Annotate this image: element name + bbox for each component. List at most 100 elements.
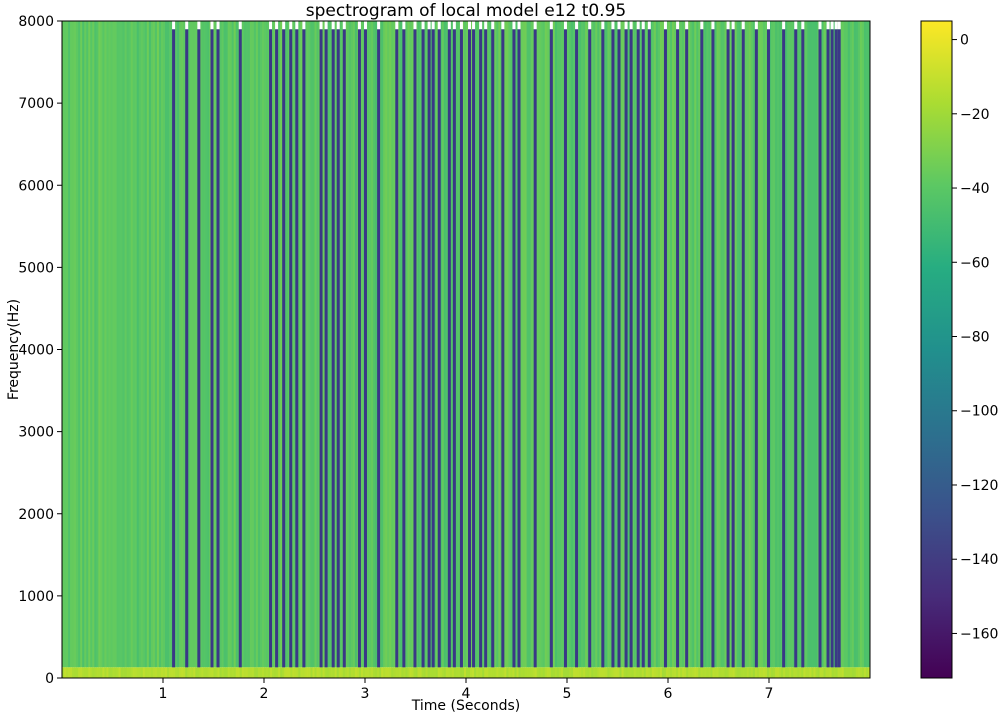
spectrogram-low-band-cell	[823, 667, 826, 678]
y-axis-label: Frequency(Hz)	[6, 299, 22, 400]
spectrogram-column	[405, 21, 408, 668]
spectrogram-low-band-cell	[365, 667, 368, 678]
spectrogram-low-band-cell	[758, 667, 762, 678]
spectrogram-column	[855, 21, 859, 668]
spectrogram-column	[419, 21, 422, 668]
spectrogram-low-band-cell	[797, 667, 800, 678]
colorbar-tick-label: −60	[960, 255, 990, 271]
spectrogram-low-band-cell	[237, 667, 241, 678]
spectrogram-column	[847, 21, 851, 668]
spectrogram-low-band-cell	[334, 667, 338, 678]
spectrogram-column	[439, 21, 443, 668]
spectrogram-column	[314, 21, 317, 668]
colorbar-tick-label: −120	[960, 478, 998, 494]
spectrogram-low-band-cell	[805, 667, 808, 678]
spectrogram-low-band-cell	[688, 667, 691, 678]
spectrogram-low-band-cell	[423, 667, 426, 678]
spectrogram-column	[599, 21, 602, 668]
silent-frame-gap	[837, 21, 841, 30]
spectrogram-low-band-cell	[197, 667, 200, 678]
spectrogram-low-band-cell	[540, 667, 544, 678]
spectrogram-column	[488, 21, 491, 668]
spectrogram-low-band-cell	[160, 667, 164, 678]
spectrogram-low-band-cell	[350, 667, 354, 678]
spectrogram-column	[201, 21, 204, 668]
silent-frame-stripe	[676, 29, 680, 668]
silent-frame-gap	[754, 21, 758, 30]
spectrogram-column	[383, 21, 386, 668]
spectrogram-low-band-cell	[795, 667, 798, 678]
spectrogram-low-band-cell	[779, 667, 782, 678]
spectrogram-low-band-cell	[187, 667, 190, 678]
silent-frame-gap	[611, 21, 615, 30]
spectrogram-low-band-cell	[564, 667, 568, 678]
spectrogram-low-band-cell	[213, 667, 216, 678]
spectrogram-column	[510, 21, 513, 668]
spectrogram-low-band-cell	[292, 667, 295, 678]
silent-frame-gap	[363, 21, 367, 30]
spectrogram-low-band-cell	[191, 667, 194, 678]
silent-frame-gap	[447, 21, 451, 30]
spectrogram-low-band-cell	[128, 667, 132, 678]
spectrogram-low-band-cell	[80, 667, 83, 678]
spectrogram-column	[746, 21, 750, 668]
spectrogram-column	[613, 21, 616, 668]
spectrogram-column	[322, 21, 325, 668]
spectrogram-low-band-cell	[211, 667, 214, 678]
spectrogram-low-band-cell	[470, 667, 473, 678]
spectrogram-low-band-cell	[189, 667, 192, 678]
spectrogram-column	[863, 21, 867, 668]
spectrogram-column	[409, 21, 412, 668]
spectrogram-low-band-cell	[268, 667, 271, 678]
spectrogram-low-band-cell	[344, 667, 348, 678]
colorbar-tick-label: −20	[960, 107, 990, 123]
silent-frame-stripe	[447, 29, 451, 668]
silent-frame-gap	[685, 21, 689, 30]
spectrogram-column	[771, 21, 774, 668]
spectrogram-low-band-cell	[453, 667, 457, 678]
spectrogram-low-band-cell	[94, 667, 97, 678]
spectrogram-column	[415, 21, 418, 668]
spectrogram-low-band-cell	[821, 667, 824, 678]
spectrogram-low-band-cell	[249, 667, 253, 678]
spectrogram-column	[203, 21, 206, 668]
spectrogram-low-band-cell	[403, 667, 406, 678]
spectrogram-column	[651, 21, 655, 668]
spectrogram-low-band-cell	[306, 667, 309, 678]
spectrogram-low-band-cell	[476, 667, 479, 678]
spectrogram-low-band-cell	[567, 667, 570, 678]
spectrogram-column	[476, 21, 479, 668]
spectrogram-column	[558, 21, 562, 668]
spectrogram-column	[108, 21, 111, 668]
spectrogram-low-band-cell	[472, 667, 475, 678]
spectrogram-column	[762, 21, 766, 668]
spectrogram-low-band-cell	[607, 667, 610, 678]
spectrogram-column	[694, 21, 697, 668]
spectrogram-low-band-cell	[276, 667, 279, 678]
spectrogram-column	[225, 21, 229, 668]
spectrogram-low-band-cell	[72, 667, 75, 678]
colorbar-tick-label: −80	[960, 330, 990, 346]
spectrogram-low-band-cell	[112, 667, 115, 678]
spectrogram-column	[66, 21, 69, 668]
spectrogram-column	[633, 21, 637, 668]
spectrogram-low-band-cell	[239, 667, 243, 678]
spectrogram-low-band-cell	[851, 667, 855, 678]
spectrogram-column	[433, 21, 437, 668]
spectrogram-low-band-cell	[124, 667, 128, 678]
silent-frame-stripe	[801, 29, 805, 668]
spectrogram-column	[649, 21, 653, 668]
spectrogram-low-band-cell	[684, 667, 687, 678]
spectrogram-column	[807, 21, 810, 668]
spectrogram-column	[64, 21, 67, 668]
spectrogram-column	[106, 21, 109, 668]
silent-frame-stripe	[617, 29, 621, 668]
spectrogram-column	[538, 21, 542, 668]
spectrogram-low-band-cell	[457, 667, 461, 678]
spectrogram-low-band-cell	[373, 667, 376, 678]
spectrogram-low-band-cell	[615, 667, 618, 678]
spectrogram-low-band-cell	[466, 667, 469, 678]
spectrogram-low-band-cell	[536, 667, 540, 678]
spectrogram-low-band-cell	[455, 667, 459, 678]
